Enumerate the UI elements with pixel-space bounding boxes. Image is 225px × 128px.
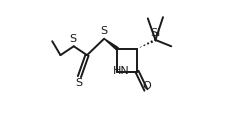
Text: S: S <box>75 78 82 88</box>
Text: S: S <box>99 26 107 36</box>
Text: HN: HN <box>112 66 129 76</box>
Text: O: O <box>142 81 150 91</box>
Text: Si: Si <box>150 28 160 38</box>
Polygon shape <box>104 39 118 50</box>
Text: S: S <box>69 34 76 44</box>
